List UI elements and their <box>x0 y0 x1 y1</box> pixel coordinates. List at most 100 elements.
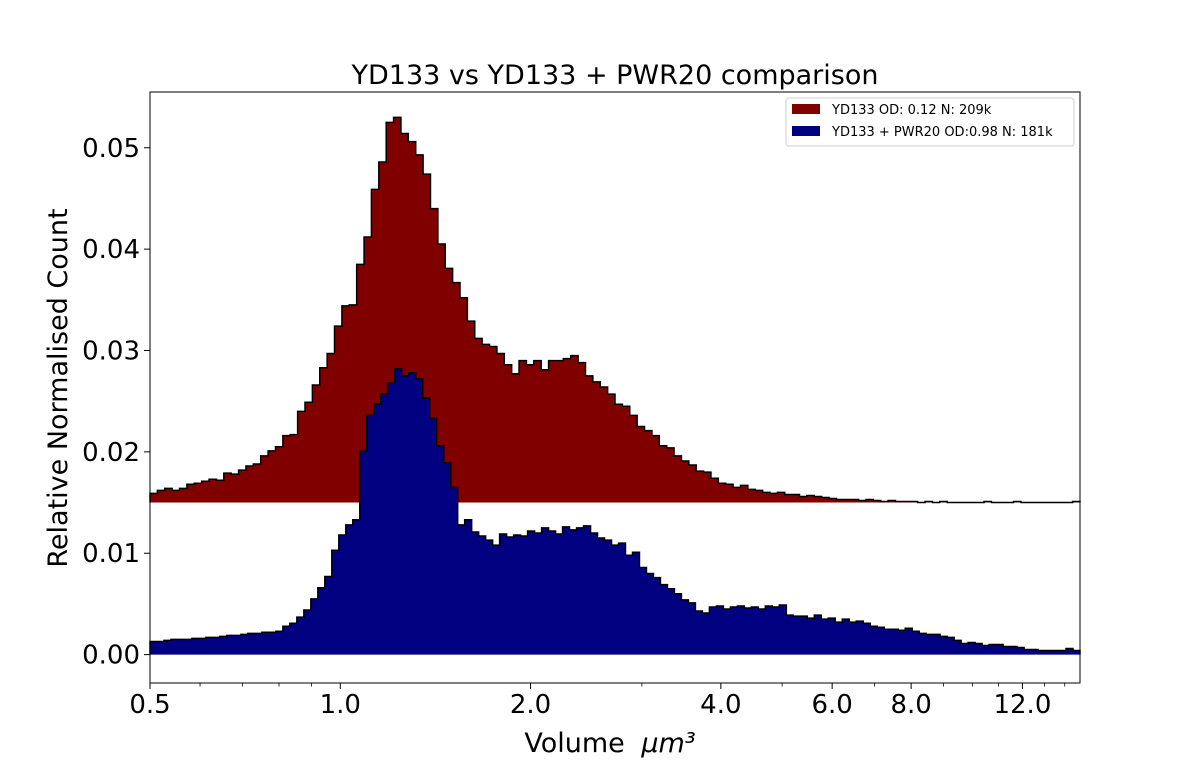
histogram-bar <box>989 644 996 654</box>
x-axis-label-unit: μm³ <box>640 728 695 759</box>
histogram-bar <box>877 627 884 654</box>
histogram-bar <box>856 621 863 654</box>
histogram-bar <box>842 619 849 654</box>
y-tick-label: 0.04 <box>82 235 140 265</box>
histogram-bar <box>1024 650 1031 655</box>
histogram-bar <box>248 633 255 654</box>
histogram-bar <box>493 545 500 654</box>
histogram-bar <box>695 611 702 655</box>
y-axis: 0.00 0.01 0.02 0.03 0.04 0.05 <box>82 134 150 671</box>
histogram-bar <box>667 448 674 503</box>
histogram-bar <box>453 283 460 503</box>
histogram-bar <box>688 603 695 655</box>
histogram-bar <box>723 609 730 655</box>
histogram-bar <box>227 635 234 654</box>
histogram-bar <box>737 606 744 655</box>
histogram-bar <box>585 376 592 503</box>
histogram-bar <box>982 645 989 654</box>
histogram-bar <box>374 404 381 654</box>
histogram-bar <box>164 640 171 654</box>
histogram-bar <box>458 525 465 655</box>
x-tick-label: 0.5 <box>129 690 170 720</box>
histogram-bar <box>528 531 535 655</box>
histogram-bar <box>1010 647 1017 655</box>
histogram-bar <box>367 415 374 654</box>
histogram-bar <box>709 607 716 655</box>
histogram-bar <box>320 368 327 503</box>
histogram-bar <box>821 619 828 654</box>
histogram-bar <box>157 641 164 654</box>
y-tick-label: 0.01 <box>82 539 140 569</box>
histogram-bar <box>792 494 799 502</box>
histogram-bar <box>814 496 821 502</box>
histogram-bar <box>409 373 416 655</box>
histogram-bar <box>615 404 622 502</box>
histogram-bar <box>571 356 578 503</box>
histogram-bar <box>482 344 489 502</box>
histogram-bar <box>653 578 660 655</box>
histogram-bar <box>926 634 933 654</box>
histogram-bar <box>475 338 482 502</box>
histogram-bar <box>933 634 940 654</box>
legend-frame <box>785 97 1075 147</box>
histogram-bar <box>1003 647 1010 655</box>
histogram-bar <box>486 540 493 655</box>
histogram-bar <box>504 365 511 503</box>
histogram-bar <box>444 463 451 655</box>
histogram-bar <box>740 485 747 502</box>
histogram-bar <box>514 535 521 655</box>
histogram-bar <box>593 382 600 503</box>
series-yd133-pwr20-od-0-98-n-181k <box>149 368 1081 655</box>
histogram-bar <box>332 550 339 654</box>
histogram-bar <box>171 639 178 654</box>
histogram-bar <box>402 376 409 655</box>
histogram-bar <box>199 638 206 654</box>
histogram-bar <box>639 567 646 654</box>
histogram-bar <box>863 623 870 654</box>
histogram-bar <box>898 630 905 654</box>
histogram-bar <box>239 470 246 502</box>
histogram-bar <box>919 633 926 654</box>
histogram-bar <box>305 402 312 502</box>
histogram-bar <box>497 354 504 503</box>
histogram-bar <box>220 636 227 654</box>
histogram-bar <box>342 306 349 503</box>
histogram-bar <box>744 608 751 655</box>
histogram-bar <box>696 471 703 502</box>
histogram-bar <box>807 618 814 654</box>
histogram-bar <box>884 629 891 654</box>
histogram-bar <box>730 607 737 655</box>
histogram-bar <box>1017 648 1024 655</box>
histogram-bar <box>786 615 793 655</box>
x-axis: 0.5 1.0 2.0 4.0 6.0 8.0 12.0 <box>129 683 1066 720</box>
histogram-bar <box>751 607 758 655</box>
legend-label-yd133-pwr20: YD133 + PWR20 OD:0.98 N: 181k <box>831 125 1053 140</box>
histogram-bar <box>755 490 762 502</box>
histogram-bar <box>681 600 688 655</box>
histogram-bar <box>608 394 615 502</box>
histogram-bar <box>968 642 975 654</box>
histogram-bar <box>479 536 486 655</box>
histogram-bar <box>770 493 777 502</box>
y-tick-label: 0.05 <box>82 134 140 164</box>
histogram-bar <box>625 555 632 654</box>
histogram-bar <box>619 543 626 655</box>
histogram-bar <box>346 525 353 655</box>
histogram-bar <box>157 490 164 502</box>
histogram-bar <box>224 473 231 502</box>
histogram-bar <box>325 577 332 655</box>
histogram-bar <box>430 418 437 654</box>
x-tick-label: 8.0 <box>890 690 931 720</box>
histogram-bar <box>807 495 814 502</box>
histogram-bar <box>577 528 584 655</box>
histogram-bar <box>702 613 709 655</box>
histogram-bar <box>578 363 585 503</box>
x-tick-label: 4.0 <box>700 690 741 720</box>
y-axis-label: Relative Normalised Count <box>43 208 74 567</box>
x-tick-label: 12.0 <box>993 690 1051 720</box>
histogram-bar <box>556 534 563 655</box>
histogram-bar <box>253 464 260 503</box>
histogram-bar <box>507 537 514 655</box>
histogram-bar <box>297 617 304 655</box>
